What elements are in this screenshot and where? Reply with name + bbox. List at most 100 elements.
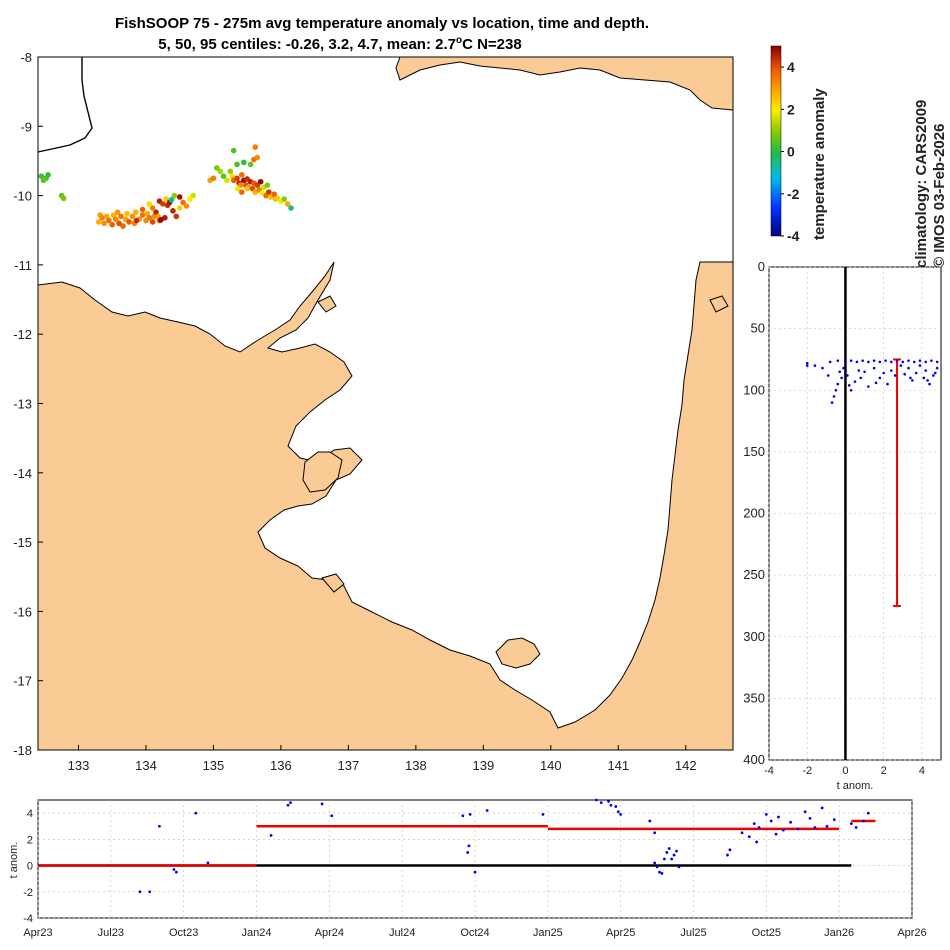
map-points	[38, 144, 294, 229]
depth-data-point	[903, 372, 906, 376]
timeseries-data-point	[728, 848, 732, 852]
map-data-point	[217, 168, 223, 175]
depth-data-point	[909, 376, 912, 380]
map-ytick-label: -11	[14, 258, 32, 273]
depth-data-point	[918, 359, 922, 362]
timeseries-data-point	[832, 818, 836, 822]
land-cape-york	[395, 57, 733, 111]
timeseries-data-point	[803, 810, 807, 814]
depth-xlabel: t anom.	[837, 780, 874, 792]
depth-data-point	[847, 384, 851, 387]
map-data-point	[153, 209, 159, 216]
chart-title-line2: 5, 50, 95 centiles: -0.26, 3.2, 4.7, mea…	[158, 35, 521, 53]
timeseries-data-point	[648, 819, 652, 823]
map-data-point	[180, 199, 186, 206]
map-data-point	[112, 216, 119, 222]
depth-data-point	[805, 361, 809, 365]
depth-data-point	[861, 359, 864, 362]
timeseries-data-point	[825, 824, 829, 828]
timeseries-ytick-label: 2	[27, 834, 33, 846]
map-data-point	[281, 196, 288, 202]
colorbar: 4 2 0 -2 -4 temperature anomaly	[770, 45, 828, 244]
map-data-point	[45, 172, 51, 178]
map-ytick-label: -10	[13, 189, 32, 204]
timeseries-xtick-label: Jan25	[533, 927, 563, 939]
timeseries-data-point	[614, 805, 618, 808]
timeseries-ytick-label: 0	[27, 861, 33, 873]
map-xtick-label: 140	[540, 758, 562, 773]
map-data-point	[139, 212, 146, 218]
map-xtick-label: 133	[68, 758, 90, 773]
depth-xtick-label: -2	[802, 765, 812, 777]
map-ytick-label: -13	[13, 397, 32, 412]
credit-climatology: climatology: CARS2009	[913, 100, 930, 268]
map-data-point	[158, 217, 164, 223]
timeseries-data-point	[777, 815, 780, 819]
timeseries-data-point	[485, 809, 489, 812]
map-xtick-label: 142	[675, 758, 697, 773]
timeseries-xtick-label: Jul23	[98, 927, 124, 939]
map-xtick-label: 141	[607, 758, 629, 773]
map-data-point	[265, 189, 272, 195]
map-data-point	[173, 213, 180, 220]
timeseries-data-point	[660, 872, 664, 875]
depth-data-point	[890, 360, 893, 364]
map-data-point	[99, 214, 105, 221]
timeseries-panel: Apr23 Jul23 Oct23 Jan24 Apr24 Jul24 Oct24 Jan25…	[8, 798, 927, 939]
colorbar-tick-label: 4	[787, 59, 795, 75]
depth-data-point	[893, 374, 897, 377]
timeseries-data-point	[755, 840, 759, 844]
timeseries-data-point	[619, 813, 623, 816]
timeseries-data-point	[672, 853, 676, 857]
timeseries-data-point	[726, 853, 729, 857]
timeseries-data-point	[466, 851, 470, 854]
depth-data-point	[935, 360, 939, 364]
timeseries-data-point	[675, 849, 678, 853]
depth-data-point	[849, 359, 853, 362]
timeseries-data-point	[616, 810, 620, 814]
timeseries-data-point	[813, 826, 817, 829]
map-data-point	[114, 209, 121, 216]
map-data-point	[149, 205, 156, 211]
map-xtick-label: 139	[472, 758, 494, 773]
map-data-point	[227, 168, 234, 175]
timeseries-data-point	[665, 851, 669, 854]
map-data-point	[60, 195, 67, 202]
depth-data-point	[914, 371, 918, 375]
map-data-point	[264, 182, 271, 189]
depth-ytick-label: 0	[758, 259, 765, 274]
map-ytick-label: -18	[13, 743, 32, 758]
timeseries-xtick-label: Apr23	[23, 927, 52, 939]
depth-data-point	[911, 379, 914, 382]
depth-data-point	[922, 376, 926, 380]
map-ytick-label: -8	[20, 50, 32, 65]
timeseries-data-point	[667, 847, 671, 850]
depth-data-point	[836, 382, 840, 386]
depth-data-point	[878, 376, 882, 380]
timeseries-data-point	[172, 868, 176, 871]
colorbar-tick-label: 0	[787, 144, 795, 160]
map-xtick-label: 135	[203, 758, 225, 773]
depth-data-point	[805, 364, 809, 367]
land-island-small	[709, 295, 729, 313]
timeseries-ytick-label: -2	[23, 887, 33, 899]
map-data-point	[183, 203, 190, 209]
timeseries-data-point	[808, 816, 812, 820]
timeseries-data-point	[194, 811, 198, 815]
depth-data-point	[846, 374, 849, 377]
map-data-point	[214, 165, 220, 171]
depth-data-point	[828, 360, 832, 364]
timeseries-xtick-label: Oct24	[460, 927, 489, 939]
depth-data-point	[926, 379, 929, 382]
timeseries-data-point	[747, 835, 751, 839]
map-data-point	[284, 201, 291, 207]
depth-data-point	[912, 360, 916, 364]
timeseries-data-point	[138, 890, 142, 894]
map-data-point	[38, 173, 45, 179]
depth-data-point	[853, 380, 857, 383]
map-data-point	[187, 196, 193, 202]
map-data-point	[257, 178, 264, 185]
timeseries-data-point	[468, 813, 472, 816]
depth-data-point	[878, 360, 882, 364]
depth-data-point	[924, 369, 928, 372]
